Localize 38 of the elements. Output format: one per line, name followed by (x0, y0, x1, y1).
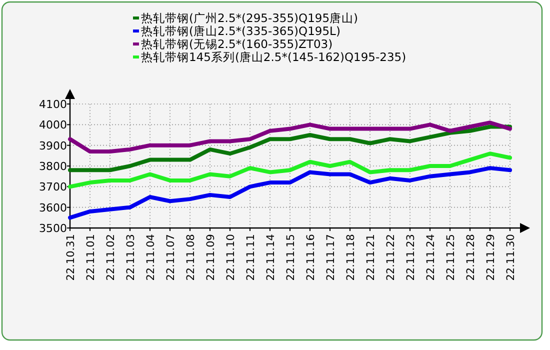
x-tick-label: 22.11.25 (445, 234, 457, 281)
line-series (68, 120, 512, 154)
x-tick-label: 22.11.15 (285, 234, 297, 281)
line-series (68, 124, 512, 172)
y-tick-label: 3900 (39, 139, 67, 152)
x-tick-label: 22.11.02 (105, 234, 117, 281)
y-tick-label: 3700 (39, 180, 67, 194)
y-tick-label: 4000 (39, 118, 67, 132)
x-tick-label: 22.11.21 (365, 234, 377, 281)
legend-label: 热轧带钢(广州2.5*(295-355)Q195唐山) (141, 11, 358, 25)
x-tick-label: 22.11.08 (185, 234, 197, 281)
x-tick-label: 22.11.22 (385, 234, 397, 281)
x-tick-label: 22.11.23 (405, 234, 417, 281)
x-tick-label: 22.11.29 (485, 234, 497, 281)
x-tick-label: 22.11.11 (245, 234, 257, 281)
line-series (68, 152, 512, 189)
x-tick-label: 22.11.04 (145, 234, 157, 281)
x-tick-label: 22.11.28 (465, 234, 477, 281)
x-tick-label: 22.11.01 (85, 234, 97, 281)
x-tick-label: 22.11.09 (205, 234, 217, 281)
x-tick-label: 22.10.31 (65, 234, 77, 281)
y-tick-label: 3500 (39, 222, 67, 235)
legend-label: 热轧带钢145系列(唐山2.5*(145-162)Q195-235) (141, 50, 406, 64)
x-tick-label: 22.11.17 (325, 234, 337, 281)
y-tick-label: 4100 (39, 98, 67, 111)
x-tick-label: 22.11.07 (165, 234, 177, 281)
legend-label: 热轧带钢(唐山2.5*(335-365)Q195L) (141, 24, 340, 38)
x-tick-label: 22.11.03 (125, 234, 137, 281)
legend-label: 热轧带钢(无锡2.5*(160-355)ZT03) (141, 37, 333, 51)
y-tick-label: 3800 (39, 160, 67, 173)
line-series (68, 166, 512, 220)
y-tick-label: 3600 (39, 201, 67, 214)
x-tick-label: 22.11.18 (345, 234, 357, 281)
x-tick-label: 22.11.30 (505, 234, 517, 281)
x-tick-label: 22.11.16 (305, 234, 317, 281)
x-tick-label: 22.11.24 (425, 234, 437, 281)
x-tick-label: 22.11.10 (225, 234, 237, 281)
x-tick-label: 22.11.14 (265, 234, 277, 281)
